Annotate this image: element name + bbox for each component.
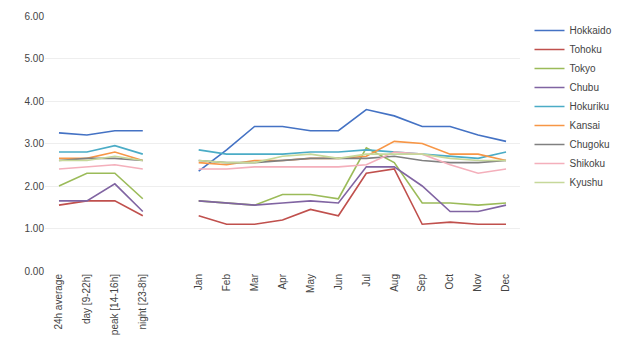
svg-text:night [23-8h]: night [23-8h] [137, 274, 148, 330]
svg-text:4.00: 4.00 [25, 96, 45, 107]
svg-text:6.00: 6.00 [25, 11, 45, 22]
svg-text:Jul: Jul [361, 274, 372, 287]
svg-text:Tokyo: Tokyo [570, 63, 597, 74]
svg-text:Kyushu: Kyushu [570, 177, 603, 188]
svg-text:24h average: 24h average [53, 274, 64, 330]
svg-text:Hokuriku: Hokuriku [570, 101, 609, 112]
svg-text:1.00: 1.00 [25, 223, 45, 234]
svg-text:Hokkaido: Hokkaido [570, 25, 612, 36]
svg-text:Kansai: Kansai [570, 120, 601, 131]
svg-text:0.00: 0.00 [25, 266, 45, 277]
svg-text:Jan: Jan [193, 274, 204, 290]
svg-text:Nov: Nov [472, 274, 483, 292]
svg-text:2.00: 2.00 [25, 181, 45, 192]
svg-text:peak [14-16h]: peak [14-16h] [109, 274, 120, 335]
svg-text:Chugoku: Chugoku [570, 139, 610, 150]
svg-text:day [9-22h]: day [9-22h] [81, 274, 92, 324]
svg-text:Apr: Apr [277, 273, 288, 289]
svg-text:Tohoku: Tohoku [570, 44, 602, 55]
svg-text:Aug: Aug [389, 274, 400, 292]
svg-text:Jun: Jun [333, 274, 344, 290]
svg-text:Shikoku: Shikoku [570, 158, 606, 169]
svg-text:Mar: Mar [249, 273, 260, 291]
svg-text:3.00: 3.00 [25, 138, 45, 149]
svg-text:Oct: Oct [444, 274, 455, 290]
svg-text:Feb: Feb [221, 274, 232, 292]
svg-text:Dec: Dec [500, 274, 511, 292]
svg-text:Sep: Sep [416, 274, 427, 292]
svg-text:Chubu: Chubu [570, 82, 599, 93]
svg-text:May: May [305, 274, 316, 293]
svg-text:5.00: 5.00 [25, 53, 45, 64]
